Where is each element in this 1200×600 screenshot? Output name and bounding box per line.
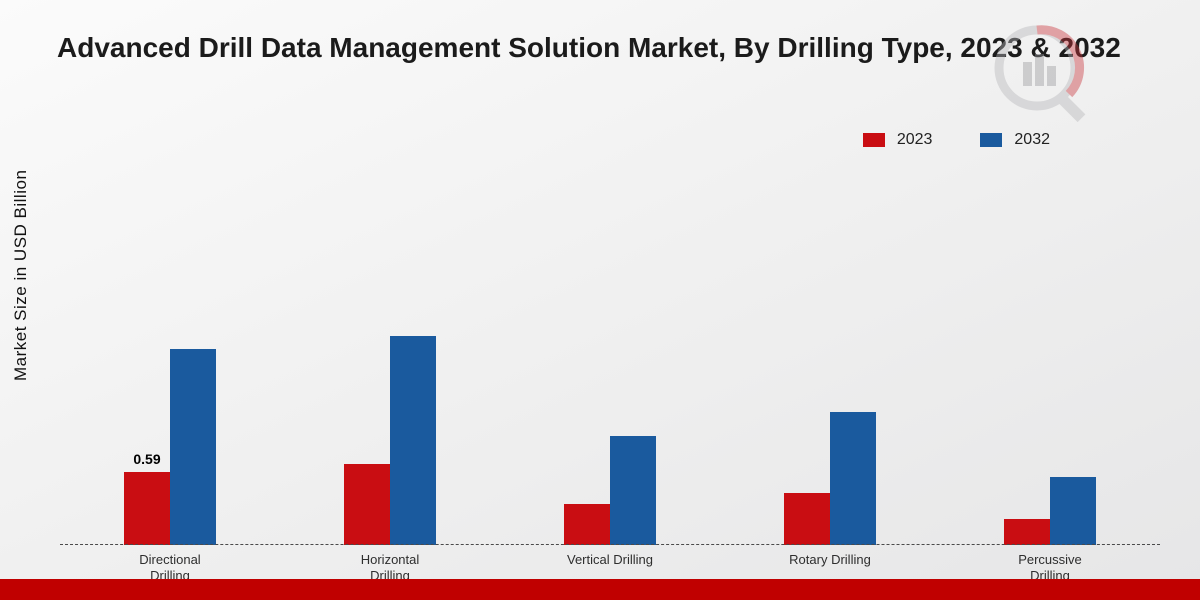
bar-group-rotary-drilling [720, 110, 940, 545]
watermark-logo-icon [994, 25, 1086, 122]
bar-2023-rotary-drilling [784, 492, 830, 545]
bar-2023-percussive-drilling [1004, 518, 1050, 545]
bar-2023-horizontal-drilling [344, 464, 390, 545]
legend-label-2032: 2032 [1014, 131, 1050, 148]
bar-group-vertical-drilling [500, 110, 720, 545]
bar-2032-rotary-drilling [830, 412, 876, 545]
bar-2032-percussive-drilling [1050, 476, 1096, 545]
legend-item-2032: 2032 [980, 131, 1050, 149]
bar-2032-vertical-drilling [610, 435, 656, 545]
legend-label-2023: 2023 [896, 131, 933, 148]
category-label-vertical-drilling: Vertical Drilling [500, 552, 720, 585]
x-axis-baseline [60, 544, 1160, 545]
legend-swatch-2023 [862, 133, 885, 147]
y-axis-label: Market Size in USD Billion [11, 169, 30, 381]
bar-2023-vertical-drilling [564, 504, 610, 545]
bar-2023-directional-drilling: 0.59 [124, 451, 170, 545]
bar-value-label: 0.59 [133, 450, 161, 467]
category-label-rotary-drilling: Rotary Drilling [720, 552, 940, 585]
plot-area: 0.59 [60, 110, 1160, 545]
bar-group-percussive-drilling [940, 110, 1160, 545]
chart-title: Advanced Drill Data Management Solution … [57, 32, 1121, 63]
category-label-text: Rotary Drilling [789, 552, 871, 567]
chart-legend: 2023 2032 [862, 131, 1050, 149]
bar-group-directional-drilling: 0.59 [60, 110, 280, 545]
bar-group-horizontal-drilling [280, 110, 500, 545]
bar-2032-horizontal-drilling [390, 336, 436, 545]
footer-red-strip [0, 579, 1200, 600]
bar-2032-directional-drilling [170, 348, 216, 545]
legend-swatch-2032 [980, 133, 1003, 147]
category-label-text: Vertical Drilling [567, 552, 653, 567]
legend-item-2023: 2023 [862, 131, 933, 149]
